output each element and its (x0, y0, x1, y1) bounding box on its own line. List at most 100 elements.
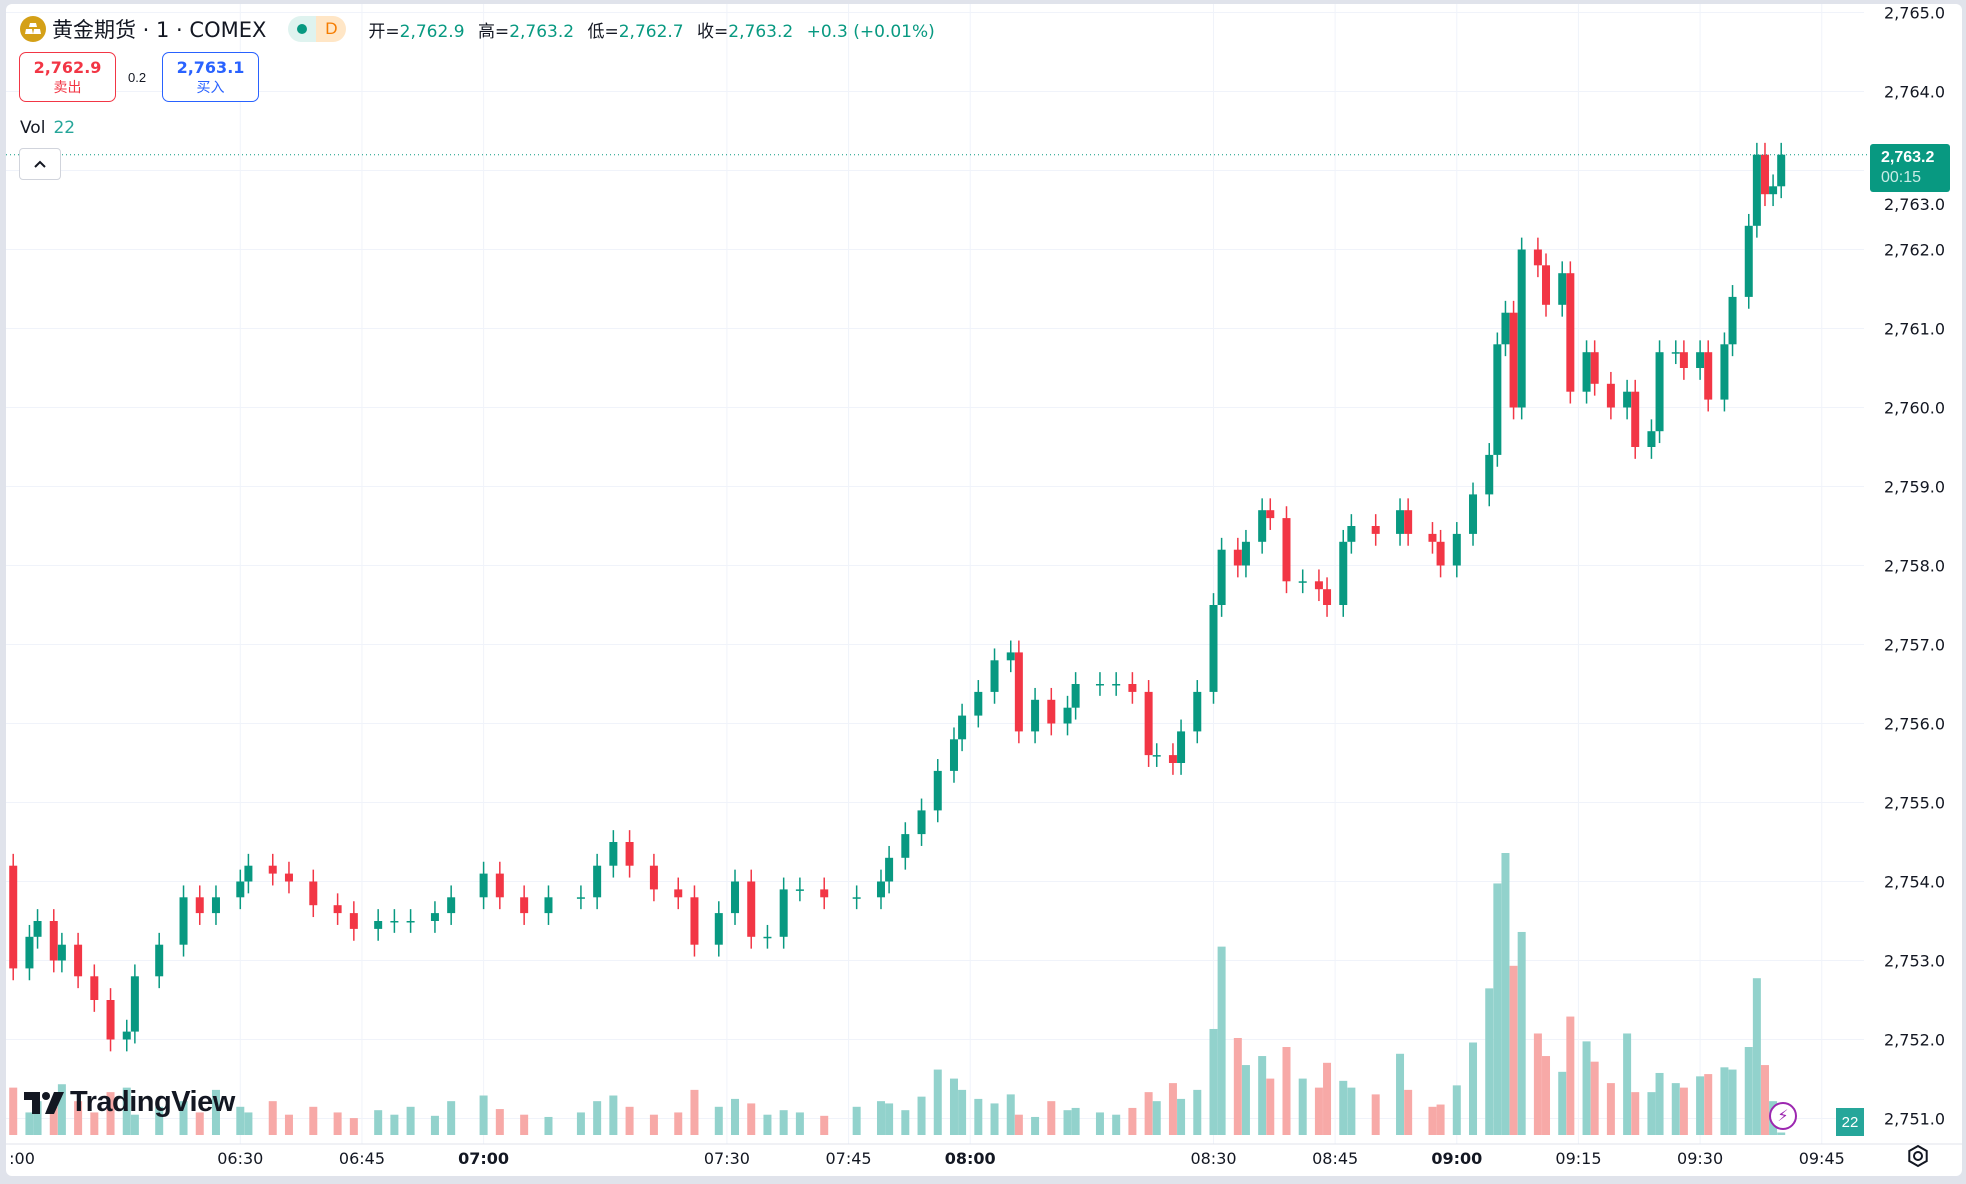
volume-bar (576, 1112, 585, 1135)
collapse-legend-button[interactable] (19, 148, 61, 180)
volume-bar (1071, 1107, 1080, 1135)
volume-bar (122, 1087, 131, 1135)
price-tick-label: 2,761.0 (1884, 320, 1945, 339)
volume-bar (1501, 853, 1510, 1135)
lightning-icon[interactable]: ⚡ (1769, 1102, 1797, 1130)
volume-bar (195, 1112, 204, 1135)
volume-bar (447, 1101, 456, 1135)
market-status-pill[interactable]: D (288, 16, 347, 42)
volume-bar (876, 1101, 885, 1135)
low-label: 低= (587, 21, 619, 42)
volume-bar (236, 1106, 245, 1135)
candle-body (1347, 526, 1356, 542)
volume-bar (1760, 1065, 1769, 1135)
candle-body (820, 889, 829, 898)
candle-body (933, 770, 942, 811)
candle-body (1485, 454, 1494, 495)
candle-body (479, 873, 488, 898)
high-label: 高= (477, 21, 510, 42)
low-value: 2,762.7 (618, 21, 684, 42)
spread-value: 0.2 (128, 70, 147, 85)
candle-body (1006, 652, 1015, 661)
candle-body (1314, 581, 1323, 590)
candle-body (1566, 273, 1575, 392)
time-tick-label: 09:00 (1431, 1149, 1482, 1168)
volume-bar (1168, 1083, 1177, 1135)
volume-bar (1469, 1042, 1478, 1135)
volume-bar (1371, 1094, 1380, 1135)
candle-body (876, 881, 885, 898)
candle-body (1266, 510, 1275, 519)
volume-bar (1582, 1041, 1591, 1135)
candle-body (49, 921, 58, 961)
candlestick-chart[interactable]: 2,765.0 2,764.0 2,763.0 2,762.0 2,761.0 2,760… (6, 4, 1962, 1176)
volume-bar (1542, 1056, 1551, 1135)
tradingview-logo[interactable]: TradingView (24, 1086, 235, 1119)
logo-text: TradingView (70, 1086, 235, 1118)
volume-bar (244, 1112, 253, 1135)
volume-bar (1404, 1089, 1413, 1135)
candle-body (1752, 154, 1761, 226)
candle-body (1217, 549, 1226, 605)
time-tick-label: :00 (9, 1149, 35, 1168)
volume-bar (1266, 1078, 1275, 1135)
candle-body (1095, 684, 1104, 686)
chart-frame: 2,765.0 2,764.0 2,763.0 2,762.0 2,761.0 2,760… (6, 4, 1962, 1176)
volume-bar (1533, 1033, 1542, 1135)
candle-body (1606, 383, 1615, 408)
candle-body (179, 897, 188, 945)
volume-bar (1258, 1056, 1267, 1135)
candle-body (520, 897, 529, 914)
volume-bar (1128, 1107, 1137, 1135)
volume-bar (1623, 1033, 1632, 1135)
volume-bar (1396, 1053, 1405, 1135)
candle-body (958, 715, 967, 740)
time-tick-label: 08:30 (1190, 1149, 1236, 1168)
candle-body (1323, 589, 1332, 605)
candle-body (1558, 273, 1567, 305)
candle-body (674, 889, 683, 898)
candle-body (576, 897, 585, 899)
price-tick-label: 2,754.0 (1884, 873, 1945, 892)
volume-bar (714, 1106, 723, 1135)
candle-body (1517, 249, 1526, 408)
volume-bar (917, 1096, 926, 1135)
volume-bar (852, 1106, 861, 1135)
volume-bar (333, 1112, 342, 1135)
volume-bar (795, 1112, 804, 1135)
volume-bar (1631, 1092, 1640, 1135)
high-value: 2,763.2 (509, 21, 575, 42)
volume-bar (1647, 1092, 1656, 1135)
candle-body (1047, 699, 1056, 724)
candle-body (1128, 684, 1137, 692)
settings-icon[interactable] (1906, 1144, 1930, 1168)
candle-body (333, 905, 342, 914)
candle-body (130, 976, 139, 1032)
candle-body (795, 889, 804, 891)
volume-bar (1112, 1114, 1121, 1135)
candle-body (268, 865, 277, 874)
candle-body (1193, 691, 1202, 732)
candle-body (1428, 533, 1437, 542)
candle-body (625, 842, 634, 866)
volume-bar (25, 1112, 34, 1135)
time-tick-label: 06:30 (217, 1149, 263, 1168)
candle-body (106, 1000, 115, 1040)
candle-body (211, 897, 220, 914)
market-open-dot-icon (288, 16, 317, 42)
volume-legend[interactable]: Vol 22 (20, 118, 75, 138)
symbol-title[interactable]: 黄金期货 · 1 · COMEX (52, 18, 267, 42)
volume-bar (1493, 883, 1502, 1135)
volume-bar (1152, 1101, 1161, 1135)
volume-bar (479, 1095, 488, 1135)
time-tick-label: 07:30 (704, 1149, 750, 1168)
volume-bar (268, 1101, 277, 1135)
candle-body (779, 889, 788, 937)
sell-button[interactable]: 2,762.9 卖出 (19, 52, 116, 102)
buy-button[interactable]: 2,763.1 买入 (162, 52, 259, 102)
candle-body (1582, 352, 1591, 392)
volume-bar (9, 1087, 18, 1135)
price-tick-label: 2,756.0 (1884, 715, 1945, 734)
close-label: 收= (697, 21, 729, 42)
buy-label: 买入 (196, 79, 225, 96)
